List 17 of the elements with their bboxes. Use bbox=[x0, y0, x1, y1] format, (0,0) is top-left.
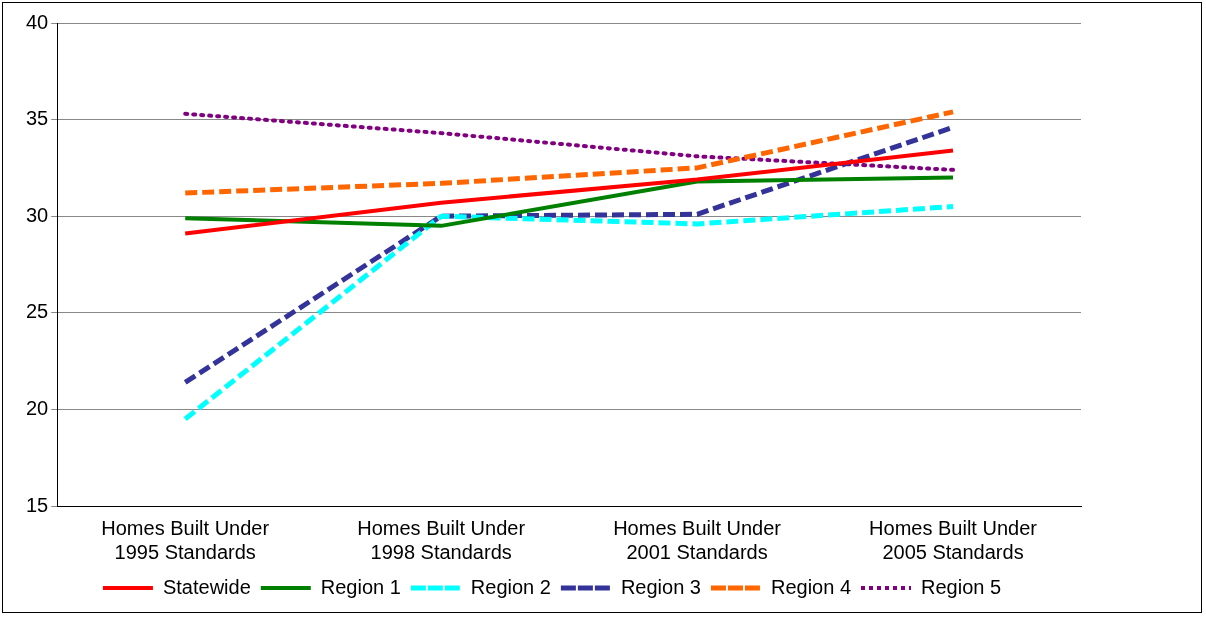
x-tick-label: Homes Built Under 2001 Standards bbox=[613, 516, 782, 563]
line-series bbox=[183, 111, 956, 172]
legend-label: Region 5 bbox=[921, 575, 1002, 598]
legend-label: Statewide bbox=[162, 575, 251, 598]
y-tick-label: 25 bbox=[26, 300, 49, 323]
y-tick-label: 35 bbox=[26, 107, 49, 130]
legend-label: Region 4 bbox=[770, 575, 852, 598]
y-tick-label: 20 bbox=[26, 396, 49, 419]
y-tick-label: 40 bbox=[26, 10, 49, 33]
legend-label: Region 2 bbox=[470, 575, 551, 598]
legend-label: Region 1 bbox=[320, 575, 401, 598]
y-tick-label: 15 bbox=[26, 493, 49, 516]
x-tick-label: Homes Built Under 2005 Standards bbox=[869, 516, 1038, 563]
x-tick-label: Homes Built Under 1998 Standards bbox=[357, 516, 526, 563]
y-tick-label: 30 bbox=[26, 203, 49, 226]
legend-label: Region 3 bbox=[620, 575, 701, 598]
x-tick-label: Homes Built Under 1995 Standards bbox=[101, 516, 270, 563]
